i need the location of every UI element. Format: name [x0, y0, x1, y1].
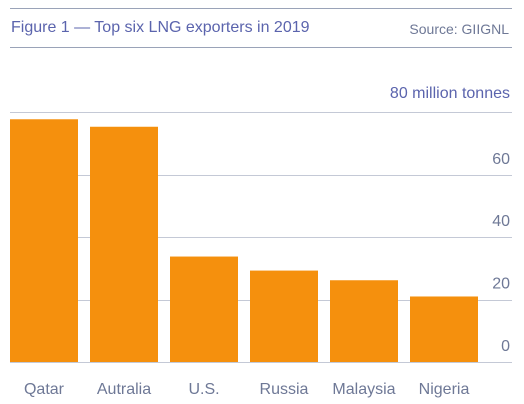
bar-qatar: [10, 119, 78, 362]
header-rule: [10, 47, 512, 48]
bar-nigeria: [410, 296, 478, 362]
bar-malaysia: [330, 280, 398, 362]
y-tick-label: 40: [492, 213, 510, 230]
bar-autralia: [90, 126, 158, 362]
x-tick-label: Russia: [260, 381, 309, 398]
y-tick-labels: 0 20 40 60: [492, 151, 510, 355]
bar-u-s: [170, 256, 238, 362]
x-tick-label: Nigeria: [419, 381, 470, 398]
x-tick-labels: Qatar Autralia U.S. Russia Malaysia Nigeria: [24, 381, 469, 398]
bar-russia: [250, 270, 318, 362]
figure-title: Figure 1 — Top six LNG exporters in 2019: [11, 19, 310, 36]
figure-source: Source: GIIGNL: [409, 21, 509, 37]
x-tick-label: Autralia: [97, 381, 151, 398]
y-tick-label: 0: [501, 338, 510, 355]
bars: [10, 119, 478, 362]
top-rule: [10, 8, 512, 9]
x-tick-label: Malaysia: [332, 381, 395, 398]
x-tick-label: U.S.: [188, 381, 219, 398]
y-tick-label: 60: [492, 151, 510, 168]
x-tick-label: Qatar: [24, 381, 65, 398]
y-tick-label: 20: [492, 276, 510, 293]
unit-label: 80 million tonnes: [390, 85, 510, 102]
